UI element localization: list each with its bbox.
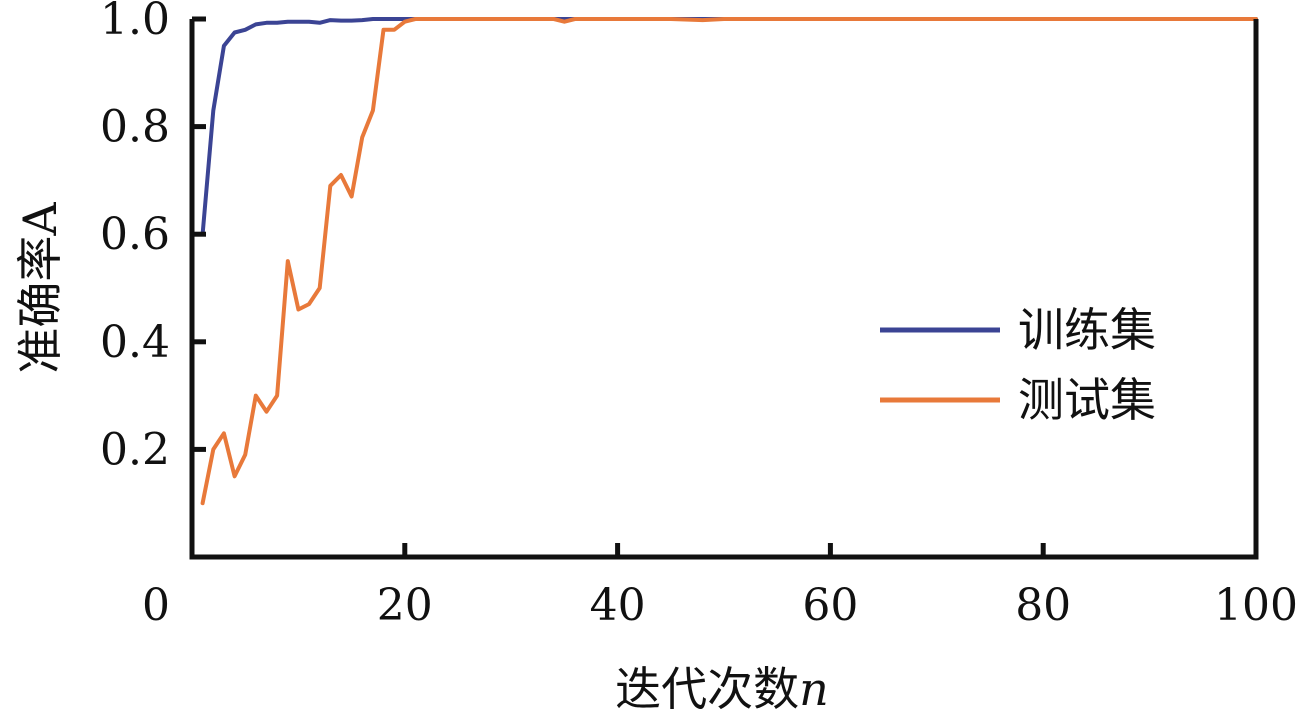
x-axis-title-text: 迭代次数: [615, 662, 799, 716]
y-tick-label: 0.2: [100, 424, 170, 475]
x-axis-title-var: n: [799, 662, 829, 716]
series-layer: [200, 17, 1258, 506]
y-tick-label: 0.8: [100, 102, 170, 153]
y-tick-label: 0.4: [100, 317, 170, 368]
axis-titles: 迭代次数n 准确率A: [13, 202, 829, 716]
x-tick-label: 60: [802, 580, 858, 631]
x-tick-label: 100: [1214, 580, 1298, 631]
y-axis-title-text: 准确率: [13, 236, 67, 374]
legend-label: 测试集: [1018, 373, 1156, 427]
y-axis-title-var: A: [13, 202, 67, 237]
ticks-layer: 0 20 40 60 80 100 0.2 0.4 0.6 0.8 1.0: [100, 0, 1298, 631]
series-line-train: [200, 17, 1258, 237]
y-tick-label: 0.6: [100, 209, 170, 260]
legend-label: 训练集: [1018, 303, 1156, 357]
x-tick-label: 20: [377, 580, 433, 631]
axes-layer: [189, 19, 1259, 560]
x-tick-label: 80: [1015, 580, 1071, 631]
x-tick-label: 0: [142, 580, 170, 631]
series-line-test: [200, 17, 1258, 506]
y-axis-title: 准确率A: [13, 202, 67, 374]
axis-frame: [189, 19, 1259, 560]
y-tick-label: 1.0: [100, 0, 170, 45]
x-tick-label: 40: [590, 580, 646, 631]
x-axis-title: 迭代次数n: [615, 662, 829, 716]
